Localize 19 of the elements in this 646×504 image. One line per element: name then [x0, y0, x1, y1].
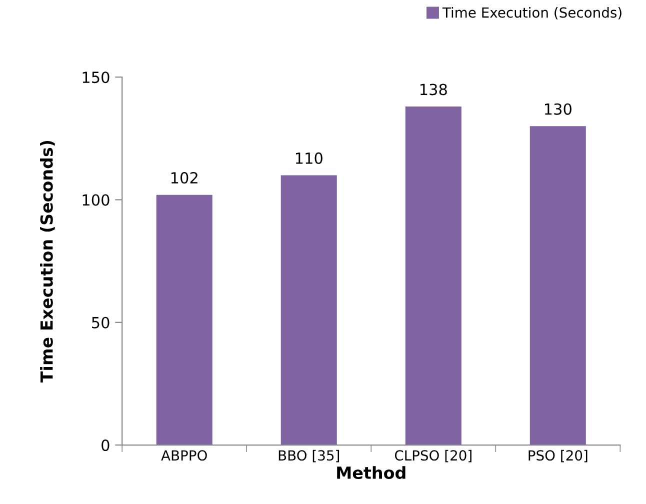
x-axis-title: Method: [337, 466, 406, 480]
x-tick-label: PSO [20]: [528, 450, 588, 462]
y-axis-title: Time Execution (Seconds): [40, 140, 55, 383]
x-tick-label: CLPSO [20]: [394, 450, 472, 462]
bar: [156, 194, 212, 446]
y-tick-label: 50: [92, 316, 110, 328]
x-tick-label: BBO [35]: [278, 450, 340, 462]
data-label: 102: [171, 172, 198, 184]
y-tick-label: 100: [82, 194, 110, 206]
bar: [405, 106, 462, 446]
bar: [280, 175, 337, 446]
bar: [530, 126, 586, 446]
legend-label: Time Execution (Seconds): [442, 7, 622, 20]
data-label: 130: [545, 103, 572, 115]
x-tick-label: ABPPO: [161, 450, 207, 461]
data-label: 138: [420, 84, 447, 96]
y-tick-label: 0: [102, 439, 110, 452]
data-label: 110: [296, 152, 322, 164]
y-tick-label: 150: [82, 72, 110, 84]
